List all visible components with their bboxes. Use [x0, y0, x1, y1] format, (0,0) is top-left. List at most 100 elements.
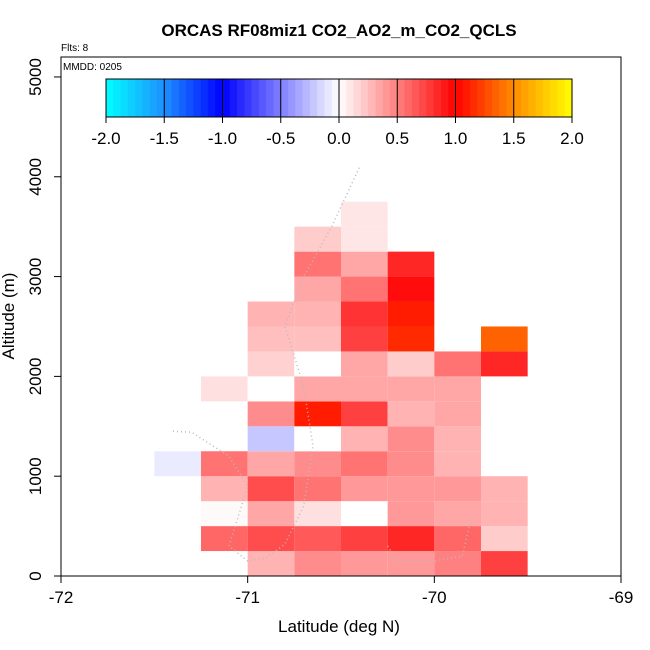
- heatmap-cell: [294, 351, 341, 377]
- colorbar-strip: [207, 79, 216, 117]
- y-tick-label: 4000: [26, 158, 45, 196]
- colorbar-strip: [411, 79, 420, 117]
- heatmap-cell: [247, 501, 295, 527]
- y-tick-label: 2000: [26, 357, 45, 395]
- colorbar-tick-label: 2.0: [560, 129, 584, 148]
- colorbar-strip: [499, 79, 508, 117]
- heatmap-cell: [341, 501, 388, 527]
- colorbar-strip: [440, 79, 449, 117]
- colorbar-tick-label: 0.0: [327, 129, 351, 148]
- colorbar-strip: [135, 79, 144, 117]
- colorbar-strip: [433, 79, 442, 117]
- heatmap-cell: [247, 451, 295, 477]
- colorbar-strip: [309, 79, 318, 117]
- heatmap-cell: [247, 551, 295, 576]
- colorbar-strip: [448, 79, 457, 117]
- heatmap-cell: [341, 426, 388, 452]
- heatmap-cell: [341, 301, 388, 327]
- colorbar-strip: [149, 79, 158, 117]
- heatmap-cell: [341, 401, 388, 427]
- colorbar-strip: [521, 79, 529, 117]
- colorbar-strip: [156, 79, 165, 117]
- heatmap-cell: [341, 351, 388, 377]
- heatmap-cell: [341, 526, 388, 552]
- heatmap-cell: [294, 501, 341, 527]
- y-tick-label: 1000: [26, 457, 45, 495]
- colorbar-tick-label: -1.5: [150, 129, 179, 148]
- colorbar-strip: [120, 79, 129, 117]
- heatmap-cell: [341, 201, 388, 227]
- colorbar-strip: [244, 79, 253, 117]
- heatmap-cell: [247, 476, 295, 502]
- colorbar-strip: [353, 79, 362, 117]
- heatmap-cell: [387, 376, 435, 402]
- heatmap-cell: [201, 451, 248, 477]
- colorbar-strip: [397, 79, 406, 117]
- colorbar-strip: [171, 79, 180, 117]
- heatmap-cell: [387, 276, 435, 302]
- colorbar-strip: [382, 79, 391, 117]
- heatmap-cell: [294, 426, 341, 452]
- flights-label: Flts: 8: [61, 43, 89, 54]
- colorbar-strip: [295, 79, 304, 117]
- heatmap-cell: [341, 326, 388, 352]
- heatmap-cell: [481, 476, 528, 502]
- colorbar-strip: [164, 79, 173, 117]
- x-tick-label: -72: [49, 588, 74, 607]
- colorbar-tick-label: 0.5: [385, 129, 409, 148]
- colorbar-strip: [404, 79, 413, 117]
- x-tick-label: -70: [422, 588, 447, 607]
- colorbar-strip: [513, 79, 522, 117]
- heatmap-cell: [341, 251, 388, 277]
- y-tick-label: 5000: [26, 58, 45, 96]
- heatmap-cell: [341, 451, 388, 477]
- colorbar-strip: [127, 79, 136, 117]
- colorbar-strip: [280, 79, 289, 117]
- y-tick-label: 0: [26, 571, 45, 580]
- colorbar-tick-label: 1.0: [444, 129, 468, 148]
- heatmap-cell: [387, 251, 435, 277]
- heatmap-cell: [294, 476, 341, 502]
- heatmap-cell: [294, 301, 341, 327]
- heatmap-cell: [341, 226, 388, 252]
- colorbar-strip: [542, 79, 551, 117]
- colorbar-strip: [288, 79, 296, 117]
- colorbar-tick-label: -2.0: [91, 129, 120, 148]
- x-axis: -72 -71 -70 -69: [49, 576, 634, 607]
- heatmap-cell: [434, 451, 481, 477]
- colorbar-strip: [237, 79, 245, 117]
- colorbar-tick-label: -1.0: [208, 129, 237, 148]
- heatmap-cell: [387, 526, 435, 552]
- colorbar-strip: [375, 79, 384, 117]
- heatmap-cell: [387, 326, 435, 352]
- heatmap-cell: [294, 276, 341, 302]
- heatmap-cell: [294, 251, 341, 277]
- colorbar-strip: [273, 79, 282, 117]
- colorbar-strip: [506, 79, 515, 117]
- colorbar-strip: [455, 79, 464, 117]
- colorbar-strip: [419, 79, 427, 117]
- colorbar-strip: [229, 79, 238, 117]
- heatmap-cell: [434, 376, 481, 402]
- colorbar-strip: [266, 79, 275, 117]
- heatmap-cell: [294, 376, 341, 402]
- heatmap-cell: [387, 501, 435, 527]
- colorbar-strip: [106, 79, 114, 117]
- heatmap-cell: [387, 451, 435, 477]
- colorbar-strip: [535, 79, 544, 117]
- heatmap-cell: [387, 551, 435, 576]
- heatmap-cell: [247, 426, 295, 452]
- colorbar-strip: [528, 79, 537, 117]
- heatmap-cell: [154, 451, 201, 477]
- colorbar-strip: [251, 79, 260, 117]
- colorbar-strip: [178, 79, 187, 117]
- colorbar-strip: [491, 79, 500, 117]
- heatmap-cell: [247, 526, 295, 552]
- colorbar-strip: [564, 79, 573, 117]
- heatmap-cell: [387, 401, 435, 427]
- colorbar-strip: [550, 79, 559, 117]
- x-tick-label: -69: [609, 588, 634, 607]
- heatmap-cell: [294, 451, 341, 477]
- colorbar-ticks: -2.0 -1.5 -1.0 -0.5 0.0 0.5 1.0 1.5 2.0: [91, 79, 584, 148]
